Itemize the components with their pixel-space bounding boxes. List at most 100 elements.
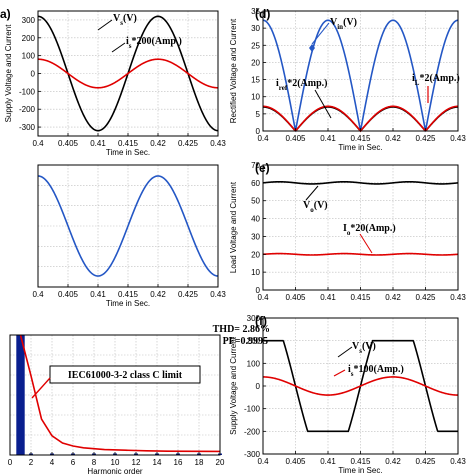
series-label-vs-f: Vs(V): [352, 341, 376, 355]
x-tick-label: 0.415: [118, 139, 139, 148]
x-tick-label: 2: [29, 458, 34, 467]
panel-label-d: (d): [255, 7, 270, 21]
x-axis-label: Time in Sec.: [338, 143, 382, 152]
x-axis-label: Harmonic order: [87, 467, 142, 474]
x-tick-label: 12: [132, 458, 141, 467]
panel-label-a: (a): [0, 7, 11, 21]
thd-label: THD= 2.86%: [213, 324, 270, 335]
y-tick-label: 20: [251, 58, 260, 67]
series-label-vo: Vo(V): [303, 200, 328, 214]
y-axis-label: Supply Voltage and Current: [4, 24, 13, 123]
y-tick-label: -200: [244, 427, 261, 436]
arrow-iref: [314, 89, 332, 119]
limit-label: IEC61000-3-2 class C limit: [68, 370, 183, 381]
x-tick-label: 0.43: [450, 457, 466, 466]
series-label-vs: Vs(V): [113, 13, 137, 27]
arrow-is: [111, 42, 126, 53]
x-tick-label: 0.43: [210, 290, 226, 299]
x-tick-label: 0.405: [58, 139, 79, 148]
y-axis-label: Supply Voltage and Current: [229, 336, 238, 435]
limit-arrow: [31, 377, 51, 399]
series-line-f-1: [262, 376, 459, 396]
y-axis-label: Rectified Voltage and Current: [229, 18, 238, 123]
chart-panel-e: 0.4 0.405 0.41 0.415 0.42 0.425 0.43 0 10 20 30 40 5…: [229, 161, 466, 302]
y-tick-label: -200: [19, 105, 36, 114]
arrow-is-f: [333, 369, 346, 377]
y-tick-label: 0: [256, 382, 261, 391]
chart-panel-d: 0.4 0.405 0.41 0.415 0.42 0.425 0.43 0 5 10 15 20 25…: [229, 7, 466, 152]
panel-label-e: (e): [255, 161, 270, 175]
x-tick-label: 16: [174, 458, 183, 467]
series-label-is: is*200(Amp.): [126, 36, 182, 50]
arrow-vin: [311, 22, 330, 45]
x-tick-label: 10: [111, 458, 120, 467]
x-tick-label: 0.415: [350, 134, 371, 143]
panel-label-f: (f): [255, 314, 267, 328]
y-tick-label: 0: [256, 127, 261, 136]
x-tick-label: 0.41: [90, 139, 106, 148]
series-label-vin: Vin(V): [330, 17, 357, 31]
y-tick-label: -100: [19, 87, 36, 96]
arrow-vo: [305, 185, 319, 201]
y-tick-label: 40: [251, 215, 260, 224]
y-tick-label: 300: [22, 16, 36, 25]
x-tick-label: 0.415: [350, 293, 371, 302]
x-tick-label: 4: [50, 458, 55, 467]
x-tick-label: 0.425: [415, 134, 436, 143]
x-tick-label: 0.43: [450, 134, 466, 143]
x-tick-label: 0.405: [285, 134, 306, 143]
series-line-b-0: [37, 175, 219, 277]
y-axis-label: Load Voltage and Current: [229, 181, 238, 273]
x-tick-label: 0.4: [257, 134, 269, 143]
series-line-a-1: [37, 58, 219, 89]
y-tick-label: 300: [247, 314, 261, 323]
chart-panel-b: 0.4 0.405 0.41 0.415 0.42 0.425 0.43 Time in Se…: [32, 164, 226, 308]
limit-line: [19, 334, 221, 453]
y-tick-label: 100: [247, 359, 261, 368]
y-tick-label: 10: [251, 93, 260, 102]
y-tick-label: 20: [251, 250, 260, 259]
x-tick-label: 0.4: [32, 290, 44, 299]
pf-label: PF=0.9995: [223, 336, 268, 347]
y-tick-label: 70: [251, 161, 260, 170]
chart-panel-c: 0 2 4 6 8 10 12 14 16 18 20 Harmonic order THD= 2.86…: [8, 324, 270, 474]
y-tick-label: 0: [31, 70, 36, 79]
x-tick-label: 0.42: [385, 134, 401, 143]
x-tick-label: 0.41: [90, 290, 106, 299]
x-tick-label: 8: [92, 458, 97, 467]
x-tick-label: 18: [195, 458, 204, 467]
x-tick-label: 20: [216, 458, 225, 467]
y-tick-label: 0: [256, 286, 261, 295]
y-tick-label: 35: [251, 7, 260, 16]
y-tick-label: -100: [244, 405, 261, 414]
series-line-e-1: [262, 252, 459, 256]
series-line-e-0: [262, 180, 459, 185]
y-tick-label: 5: [256, 110, 261, 119]
arrow-io: [359, 233, 373, 254]
y-tick-label: -300: [244, 450, 261, 459]
x-tick-label: 0.42: [150, 139, 166, 148]
x-tick-label: 14: [153, 458, 162, 467]
x-tick-label: 0.41: [320, 457, 336, 466]
x-tick-label: 0.405: [58, 290, 79, 299]
x-tick-label: 0.425: [415, 457, 436, 466]
series-label-iref: iref*2(Amp.): [276, 78, 327, 92]
x-axis-label: Time in Sec.: [106, 148, 150, 157]
limit-label-box: [49, 365, 201, 384]
x-tick-label: 0.42: [385, 293, 401, 302]
x-tick-label: 0.41: [320, 293, 336, 302]
x-tick-label: 0.415: [118, 290, 139, 299]
y-tick-label: 10: [251, 268, 260, 277]
chart-panel-f: 0.4 0.405 0.41 0.415 0.42 0.425 0.43 -300 -200 -1…: [229, 314, 466, 474]
arrow-vs-f: [337, 346, 353, 358]
x-tick-label: 0.43: [450, 293, 466, 302]
series-label-il: iL*2(Amp.): [412, 73, 460, 87]
series-label-is-f: is*100(Amp.): [348, 364, 404, 378]
y-tick-label: 200: [22, 34, 36, 43]
series-label-io: Io*20(Amp.): [343, 223, 396, 237]
x-tick-label: 6: [71, 458, 76, 467]
vin-marker: [309, 44, 315, 52]
x-tick-label: 0: [8, 458, 13, 467]
y-tick-label: 15: [251, 76, 260, 85]
